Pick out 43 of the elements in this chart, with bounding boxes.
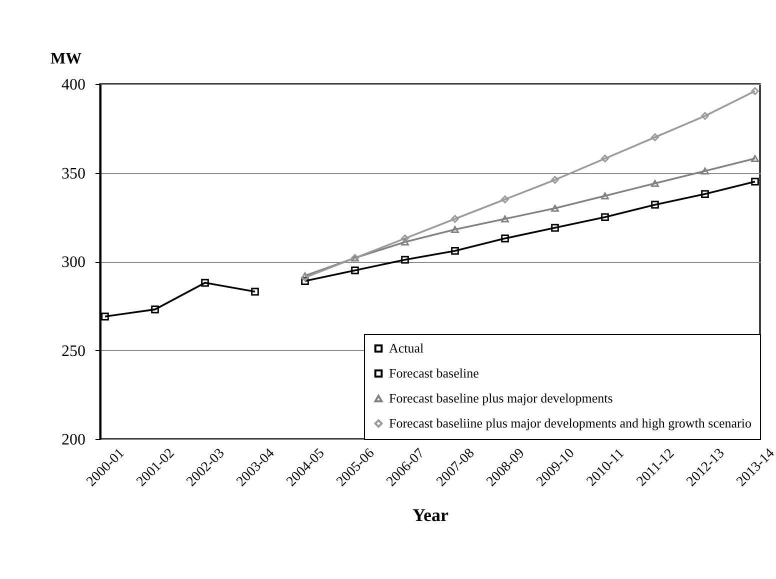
point — [751, 178, 759, 186]
point — [301, 272, 309, 280]
y-tick-label: 300 — [62, 254, 86, 271]
y-tick-label: 200 — [62, 432, 86, 448]
point — [451, 214, 459, 223]
point — [501, 215, 509, 222]
point — [551, 204, 559, 212]
point — [351, 266, 359, 274]
point — [751, 155, 759, 162]
point — [201, 278, 209, 287]
point — [751, 87, 759, 96]
point — [601, 154, 609, 162]
point — [451, 246, 459, 255]
legend-label: Forecast baseliine plus major developments and high growth scenario — [389, 416, 752, 430]
point — [301, 277, 309, 285]
point — [301, 274, 309, 282]
y-tick-label: 250 — [62, 342, 86, 360]
point — [251, 288, 259, 296]
legend-label: Actual — [389, 340, 424, 356]
point — [701, 190, 709, 198]
point — [601, 192, 609, 200]
x-axis-title: Year — [412, 504, 448, 525]
point — [151, 306, 159, 314]
point — [601, 213, 609, 222]
point — [101, 312, 109, 320]
point — [401, 256, 409, 264]
legend-label: Forecast baseline — [389, 366, 480, 380]
legend-label: Forecast baseline plus major developments — [389, 390, 613, 406]
point — [501, 234, 509, 242]
point — [701, 167, 709, 174]
point — [701, 112, 709, 120]
point — [401, 234, 409, 242]
point — [501, 195, 509, 204]
point — [651, 133, 659, 142]
point — [551, 176, 559, 184]
point — [451, 226, 459, 234]
point — [551, 224, 559, 232]
point — [401, 238, 409, 246]
y-tick-label: 400 — [62, 76, 86, 94]
point — [651, 200, 659, 209]
y-tick-label: 350 — [62, 165, 86, 182]
y-axis-title: MW — [50, 50, 82, 68]
point — [651, 180, 659, 187]
